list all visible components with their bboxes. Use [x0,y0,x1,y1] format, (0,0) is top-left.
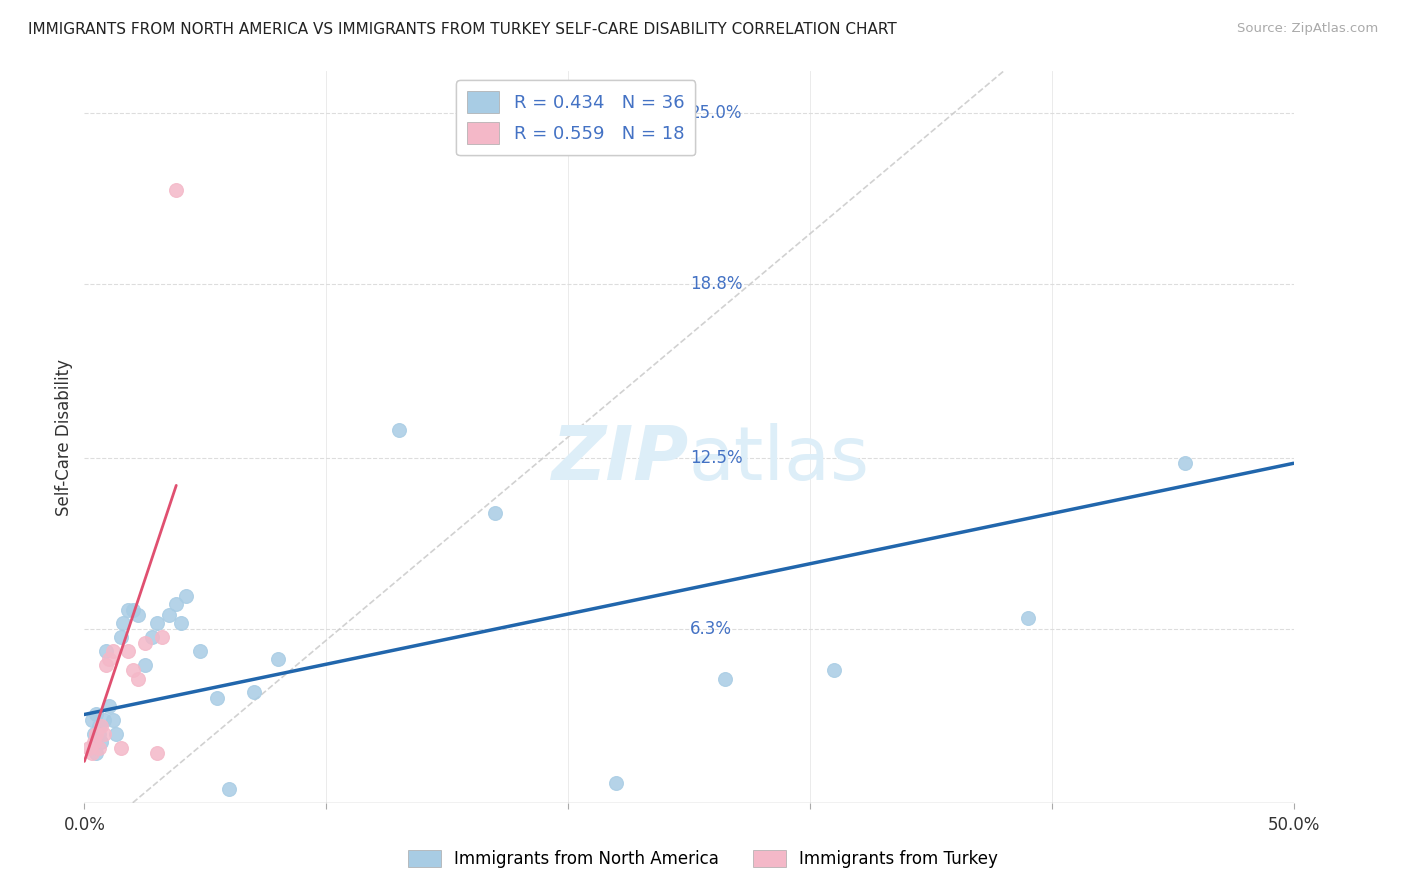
Legend: Immigrants from North America, Immigrants from Turkey: Immigrants from North America, Immigrant… [401,843,1005,875]
Point [1017,611,1039,625]
Text: 12.5%: 12.5% [690,449,742,467]
Point [170,616,193,631]
Point [112,616,135,631]
Point [93,713,115,727]
Point [165,183,187,197]
Point [86,746,108,760]
Point [117,644,139,658]
Y-axis label: Self-Care Disability: Self-Care Disability [55,359,73,516]
Point [388,423,411,437]
Text: ZIP: ZIP [551,423,689,496]
Point [97,699,120,714]
Point [714,672,737,686]
Text: IMMIGRANTS FROM NORTH AMERICA VS IMMIGRANTS FROM TURKEY SELF-CARE DISABILITY COR: IMMIGRANTS FROM NORTH AMERICA VS IMMIGRA… [28,22,897,37]
Point [134,636,156,650]
Point [134,657,156,672]
Point [83,727,105,741]
Point [80,713,103,727]
Point [121,602,143,616]
Point [146,746,169,760]
Point [141,630,163,644]
Point [94,657,117,672]
Point [484,506,506,520]
Legend: R = 0.434   N = 36, R = 0.559   N = 18: R = 0.434 N = 36, R = 0.559 N = 18 [456,80,696,155]
Point [165,597,187,611]
Point [1174,456,1197,470]
Point [267,652,290,666]
Point [103,713,125,727]
Point [104,727,127,741]
Point [127,672,149,686]
Point [86,727,108,741]
Point [80,746,103,760]
Point [83,735,105,749]
Point [218,782,240,797]
Point [77,740,100,755]
Text: 50.0%: 50.0% [1267,816,1320,834]
Point [121,663,143,677]
Point [174,589,197,603]
Text: Source: ZipAtlas.com: Source: ZipAtlas.com [1237,22,1378,36]
Point [86,707,108,722]
Point [823,663,845,677]
Point [97,652,120,666]
Text: 18.8%: 18.8% [690,275,742,293]
Point [90,735,112,749]
Text: 0.0%: 0.0% [63,816,105,834]
Point [146,616,169,631]
Point [157,608,180,623]
Point [127,608,149,623]
Point [87,718,110,732]
Text: atlas: atlas [689,423,870,496]
Point [150,630,173,644]
Point [87,740,110,755]
Point [90,718,112,732]
Point [103,644,125,658]
Point [110,740,132,755]
Point [93,727,115,741]
Text: 25.0%: 25.0% [690,103,742,122]
Point [117,602,139,616]
Text: 6.3%: 6.3% [690,620,733,638]
Point [94,644,117,658]
Point [110,630,132,644]
Point [207,690,229,705]
Point [190,644,212,658]
Point [242,685,264,699]
Point [87,727,110,741]
Point [605,776,627,790]
